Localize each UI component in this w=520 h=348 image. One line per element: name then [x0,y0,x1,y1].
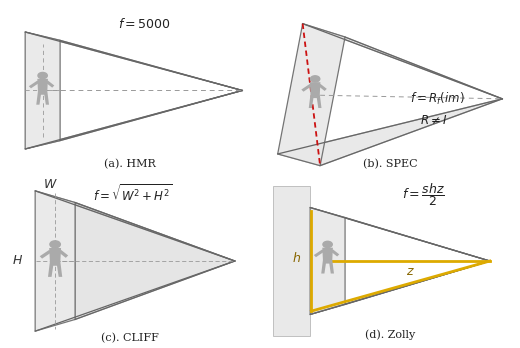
Polygon shape [318,84,327,91]
Polygon shape [40,250,51,259]
Circle shape [310,76,320,82]
Polygon shape [35,191,235,261]
Polygon shape [29,80,40,88]
Polygon shape [303,24,502,99]
Text: $R \neq I$: $R \neq I$ [420,114,448,127]
Polygon shape [25,32,242,90]
Polygon shape [36,79,49,105]
Text: $f = 5000$: $f = 5000$ [118,17,170,31]
Polygon shape [25,90,242,149]
Text: $W$: $W$ [43,178,58,191]
Text: $f = \dfrac{shz}{2}$: $f = \dfrac{shz}{2}$ [402,181,446,208]
Polygon shape [331,250,339,256]
Text: (d). Zolly: (d). Zolly [365,329,415,340]
Polygon shape [310,207,345,315]
Text: $z$: $z$ [406,264,414,277]
Polygon shape [314,250,324,257]
Text: $f = R_f(im)$: $f = R_f(im)$ [410,91,465,107]
Polygon shape [310,207,490,261]
Polygon shape [278,24,345,166]
Polygon shape [46,80,54,88]
Text: $f = \sqrt{W^2 + H^2}$: $f = \sqrt{W^2 + H^2}$ [93,184,172,205]
Circle shape [323,241,332,247]
Polygon shape [321,248,334,274]
Text: (b). SPEC: (b). SPEC [362,159,418,169]
Circle shape [50,241,60,248]
Polygon shape [272,186,310,336]
Polygon shape [48,248,62,277]
Polygon shape [35,191,75,331]
Polygon shape [310,261,490,315]
Circle shape [38,72,47,79]
Polygon shape [301,84,312,92]
Text: (c). CLIFF: (c). CLIFF [101,333,159,343]
Text: $h$: $h$ [292,251,301,265]
Polygon shape [59,250,68,258]
Polygon shape [25,32,60,149]
Text: $H$: $H$ [12,254,23,268]
Polygon shape [278,99,502,166]
Polygon shape [309,82,321,108]
Polygon shape [75,203,235,319]
Text: (a). HMR: (a). HMR [104,159,156,169]
